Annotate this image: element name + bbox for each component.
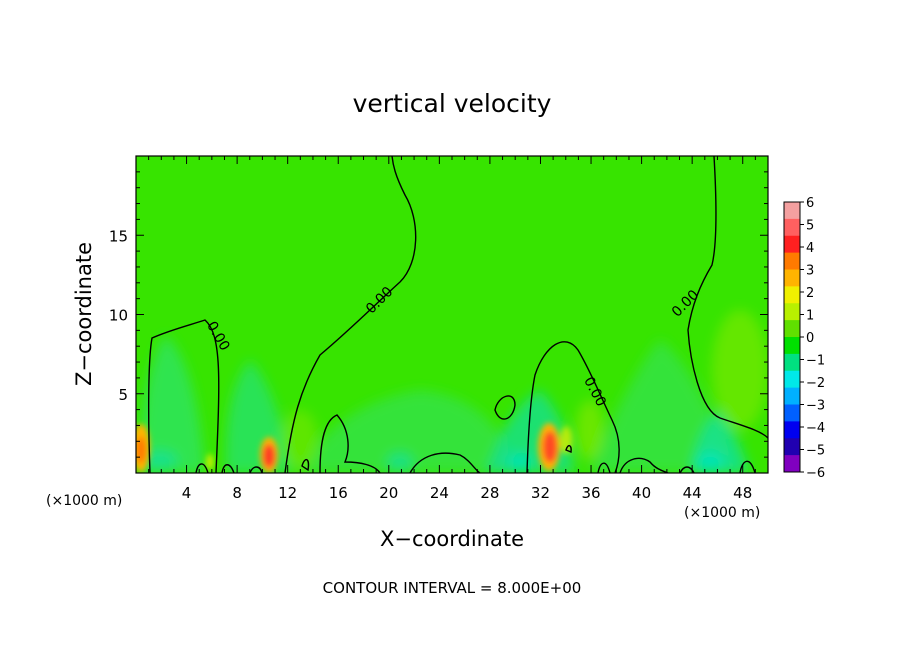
x-tick-label: 40 [632,484,651,502]
x-axis: 4 8 12 16 20 24 28 32 36 40 44 48 [148,156,756,502]
contour-line [597,462,611,473]
contour-line [301,459,310,472]
contour-line [319,414,381,473]
plot-area: 0.000.000.000.00 [136,156,768,473]
colorbar-swatch [784,235,800,254]
contour-line [284,156,417,473]
colorbar-swatch [784,269,800,287]
colorbar-swatch [784,252,800,270]
contour-line [619,457,669,473]
colorbar-label: 4 [806,241,814,256]
colorbar-swatch [784,286,800,304]
contour-line [195,463,209,473]
colorbar-label: −6 [806,466,825,481]
contour-line [679,466,695,473]
updraft-cores [136,423,572,473]
x-tick-label: 20 [379,484,398,502]
colorbar-label: 1 [806,309,814,324]
contour-line [494,395,516,420]
colorbar-label: −1 [806,354,825,369]
colorbar-swatch [784,320,800,338]
x-tick-label: 12 [278,484,297,502]
x-tick-label: 32 [531,484,550,502]
y-axis-title: Z−coordinate [72,242,96,386]
colorbar-swatch [784,353,800,372]
colorbar-swatch [784,303,800,321]
colorbar-label: 5 [806,219,814,234]
x-tick-label: 24 [430,484,449,502]
colorbar-label: 2 [806,286,814,301]
y-axis: 5 10 15 [109,171,768,458]
colorbar-swatch [784,404,800,422]
x-tick-label: 44 [683,484,702,502]
colorbar-label: −5 [806,444,825,459]
colorbar-label: −2 [806,376,825,391]
colorbar-swatch [784,218,800,237]
contour-line [687,156,768,439]
colorbar-swatch [784,455,800,473]
colorbar-label: −4 [806,421,825,436]
chart-title: vertical velocity [353,89,552,118]
colorbar-swatch [784,421,800,439]
x-tick-label: 4 [182,484,192,502]
y-tick-label: 10 [109,307,128,325]
contour-line [249,466,263,473]
zero-contours [147,156,768,473]
contour-line [221,464,235,473]
colorbar-swatch [784,387,800,405]
y-axis-unit: (×1000 m) [46,493,122,509]
x-tick-label: 36 [581,484,600,502]
contour-line [565,445,572,453]
x-tick-label: 8 [232,484,242,502]
colorbar-label: 3 [806,264,814,279]
colorbar-swatch [784,370,800,389]
colorbar-label: −3 [806,399,825,414]
x-tick-label: 28 [480,484,499,502]
contour-line [526,341,620,473]
x-tick-label: 48 [733,484,752,502]
contour-line [409,452,481,473]
contour-line [739,460,756,473]
contour-line [147,319,220,473]
x-axis-unit: (×1000 m) [684,505,760,521]
colorbar-swatch [784,202,800,220]
colorbar-label: 0 [806,331,814,346]
colorbar-swatch [784,438,800,456]
x-tick-label: 16 [329,484,348,502]
x-axis-title: X−coordinate [380,527,524,551]
y-tick-label: 15 [109,227,128,245]
colorbar: 6 5 4 3 2 1 0 −1 −2 −3 −4 −5 −6 [783,196,825,481]
contour-interval-note: CONTOUR INTERVAL = 8.000E+00 [323,579,582,597]
y-tick-label: 5 [118,386,128,404]
colorbar-swatch [784,337,800,355]
colorbar-label: 6 [806,196,814,211]
